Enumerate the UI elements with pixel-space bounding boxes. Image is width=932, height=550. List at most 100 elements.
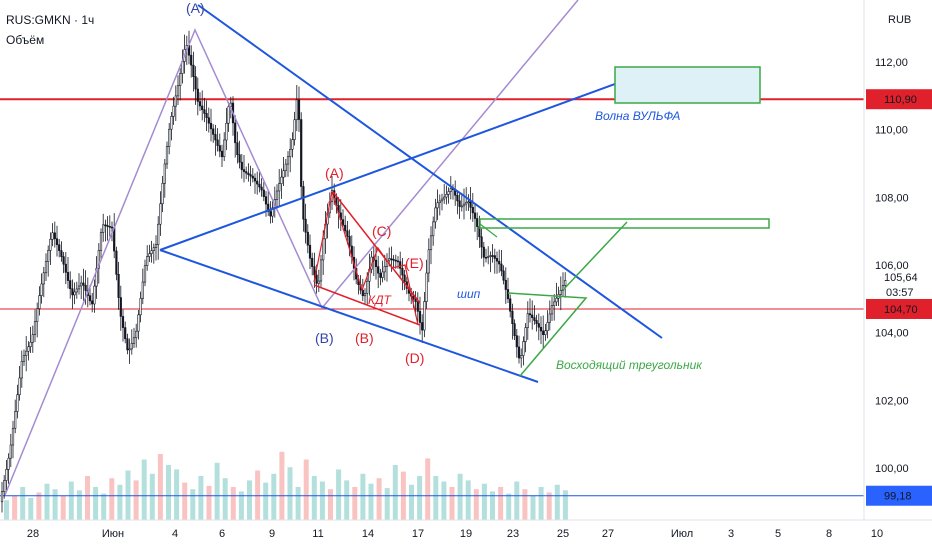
candle-body: [493, 255, 496, 259]
kdt-lower-line: [313, 284, 421, 326]
volume-bar: [76, 490, 82, 520]
candle-body: [526, 313, 529, 328]
volume-bar: [230, 487, 236, 520]
symbol-title[interactable]: RUS:GMKN · 1ч: [6, 13, 95, 27]
volume-bar: [376, 478, 382, 520]
price-badge-label: 110,90: [884, 94, 917, 106]
time-axis[interactable]: 28 Июн 4 6 9 11 14 17 19 23 25 27 Июл 3 5 8 10: [0, 519, 932, 540]
candle-body: [524, 327, 527, 342]
candle-body: [403, 274, 406, 283]
candle-body: [399, 261, 402, 269]
candle-body: [462, 203, 466, 207]
x-tick-label: 14: [362, 528, 374, 540]
candle-body: [25, 350, 28, 356]
candle-body: [5, 469, 8, 481]
volume-bar: [36, 492, 42, 520]
candle-body: [119, 297, 122, 317]
candle-body: [291, 139, 294, 150]
volume-bar: [182, 482, 188, 520]
candle-body: [137, 314, 140, 332]
candle-body: [436, 202, 439, 209]
candle-body: [71, 288, 74, 296]
candle-body: [227, 106, 230, 124]
volume-bar: [85, 476, 90, 520]
y-tick-label: 108,00: [875, 192, 909, 204]
candle-body: [418, 311, 422, 323]
candle-body: [421, 322, 424, 331]
candle-body: [445, 193, 448, 198]
candle-body: [168, 128, 171, 147]
x-tick-label: 19: [460, 528, 472, 540]
candle-body: [258, 183, 261, 188]
candle-body: [135, 330, 138, 339]
x-tick-label: 17: [412, 528, 424, 540]
candle-body: [64, 263, 67, 273]
candle-body: [247, 172, 250, 175]
candle-body: [176, 85, 180, 97]
candle-body: [124, 327, 127, 340]
candle-body: [113, 227, 116, 252]
candle-body: [381, 271, 384, 278]
volume-bar: [473, 489, 479, 520]
candle-body: [93, 285, 96, 305]
volume-bar: [68, 481, 74, 520]
kdt-zigzag: [313, 191, 419, 326]
candle-body: [363, 293, 367, 297]
candle-body: [31, 334, 34, 343]
volume-bar: [352, 487, 358, 520]
candle-body: [33, 321, 37, 335]
candle-body: [423, 301, 426, 331]
price-axis[interactable]: RUB 100,00 102,00 104,00 106,00 108,00 110,00…: [863, 0, 932, 520]
volume-indicator-label[interactable]: Объём: [6, 33, 45, 47]
currency-label: RUB: [888, 14, 911, 26]
candle-body: [84, 284, 87, 291]
candle-body: [196, 88, 199, 102]
x-tick-label: 9: [269, 528, 275, 540]
candle-body: [425, 272, 428, 302]
candle-body: [62, 256, 65, 265]
candle-body: [306, 231, 309, 246]
candle-body: [341, 219, 345, 226]
candle-body: [69, 280, 72, 290]
candle-body: [242, 169, 246, 172]
candle-body: [416, 301, 419, 312]
candles: [0, 30, 567, 513]
candle-body: [251, 175, 254, 179]
candle-body: [198, 101, 202, 107]
candle-countdown-label: 03:57: [886, 287, 914, 299]
candle-body: [515, 335, 518, 348]
candle-body: [108, 225, 111, 228]
candle-body: [161, 182, 164, 205]
wave-a-label: (A): [325, 165, 344, 181]
candle-body: [502, 270, 505, 281]
candle-body: [548, 313, 551, 323]
candle-body: [280, 176, 283, 184]
candle-body: [99, 232, 103, 251]
candle-body: [304, 218, 307, 233]
candle-body: [284, 163, 287, 171]
candle-body: [229, 102, 232, 107]
candle-body: [0, 491, 4, 503]
candle-body: [504, 279, 507, 290]
candle-body: [102, 224, 105, 233]
candle-body: [220, 150, 224, 158]
volume-bar: [392, 465, 398, 520]
candle-body: [458, 200, 461, 207]
candle-body: [383, 266, 386, 273]
upper-downtrend-line: [197, 4, 663, 339]
volume-bar: [328, 489, 333, 520]
candle-body: [297, 99, 301, 120]
candle-body: [115, 250, 118, 275]
price-badge: [866, 298, 932, 319]
candle-body: [29, 341, 32, 348]
volume-bar: [287, 467, 293, 520]
ascending-triangle-label: Восходящий треугольник: [556, 358, 703, 372]
candle-body: [564, 280, 567, 286]
volume-bar: [303, 459, 309, 520]
volume-bar: [538, 487, 544, 520]
candle-body: [379, 272, 382, 278]
candle-body: [218, 145, 221, 152]
candle-body: [394, 259, 397, 262]
volume-bar: [166, 465, 171, 520]
